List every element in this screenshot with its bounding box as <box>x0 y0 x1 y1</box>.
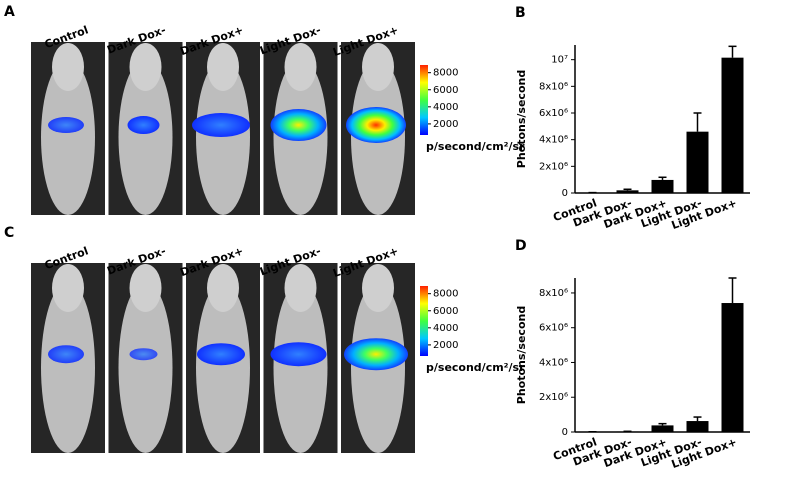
panel-letter: A <box>4 4 15 20</box>
y-tick-label: 6x10⁶ <box>539 108 568 119</box>
colorbar <box>420 286 428 356</box>
y-tick-label: 2x10⁶ <box>539 161 568 172</box>
colorbar <box>420 65 428 135</box>
colorbar-tick-label: 8000 <box>433 289 458 300</box>
colorbar-label: p/second/cm²/sr <box>426 361 525 374</box>
y-axis-title: Photons/second <box>515 306 528 404</box>
mouse-body <box>41 59 95 216</box>
y-tick-label: 0 <box>562 427 568 438</box>
colorbar-tick-label: 6000 <box>433 85 458 96</box>
bar <box>616 190 639 193</box>
signal <box>270 109 327 142</box>
colorbar-tick-label: 8000 <box>433 68 458 79</box>
colorbar-tick-label: 2000 <box>433 119 458 130</box>
mouse-body <box>273 282 328 453</box>
signal <box>48 345 84 364</box>
colorbar-tick-label: 4000 <box>433 323 458 334</box>
signal <box>48 117 84 134</box>
colorbar-tick-label: 4000 <box>433 102 458 113</box>
y-tick-label: 10⁷ <box>551 55 568 66</box>
mouse-body <box>196 59 250 216</box>
mouse-body <box>196 282 250 453</box>
mouse-head <box>362 264 394 312</box>
mouse-head <box>207 43 239 91</box>
y-tick-label: 8x10⁶ <box>539 81 568 92</box>
signal <box>346 107 406 144</box>
colorbar-tick-label: 2000 <box>433 340 458 351</box>
mouse-head <box>207 264 239 312</box>
mouse-body <box>41 282 95 453</box>
signal <box>129 348 158 361</box>
y-tick-label: 4x10⁶ <box>539 357 568 368</box>
panel-letter: B <box>515 5 526 21</box>
bar <box>721 303 744 432</box>
mouse-head <box>52 43 84 91</box>
mouse-head <box>129 43 162 91</box>
colorbar-label: p/second/cm²/sr <box>426 140 525 153</box>
y-tick-label: 2x10⁶ <box>539 392 568 403</box>
bar <box>651 179 674 193</box>
y-tick-label: 4x10⁶ <box>539 135 568 146</box>
signal <box>192 113 250 138</box>
bar <box>651 425 674 432</box>
mouse-head <box>284 264 317 312</box>
panel-letter: C <box>4 225 14 241</box>
mouse-head <box>284 43 317 91</box>
y-tick-label: 0 <box>562 188 568 199</box>
signal <box>197 343 245 366</box>
y-tick-label: 8x10⁶ <box>539 288 568 299</box>
panel-letter: D <box>515 238 527 254</box>
y-tick-label: 6x10⁶ <box>539 323 568 334</box>
mouse-head <box>52 264 84 312</box>
bar <box>721 57 744 193</box>
bar <box>686 421 709 432</box>
mouse-body <box>118 282 173 453</box>
signal <box>270 342 327 367</box>
signal <box>344 338 408 371</box>
mouse-body <box>118 59 173 216</box>
colorbar-tick-label: 6000 <box>433 306 458 317</box>
mouse-head <box>362 43 394 91</box>
y-axis-title: Photons/second <box>515 70 528 168</box>
mouse-head <box>129 264 162 312</box>
bar <box>686 131 709 193</box>
signal <box>127 116 160 135</box>
